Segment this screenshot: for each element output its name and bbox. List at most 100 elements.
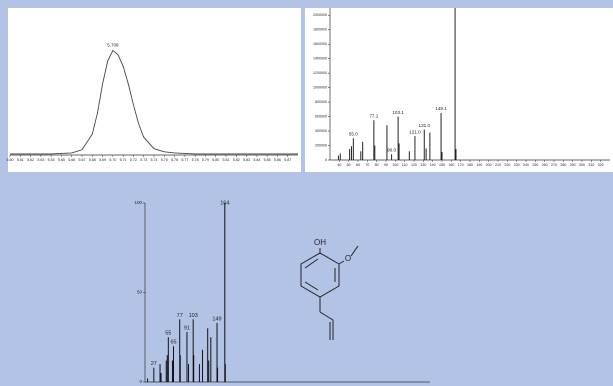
y-tick-label: 800000 <box>315 100 327 104</box>
peak-label: 164 <box>220 200 229 206</box>
peak-label: 91 <box>184 325 190 331</box>
peak-label: 65 <box>170 340 176 346</box>
x-tick-label: 150 <box>439 163 445 167</box>
x-tick-label: 5.62 <box>27 158 34 162</box>
x-tick-label: 230 <box>514 163 520 167</box>
y-tick-label: 1400000 <box>313 57 327 61</box>
peak-label: 77 <box>177 313 183 319</box>
peak-label: 27 <box>151 361 157 367</box>
x-tick-label: 140 <box>430 163 436 167</box>
x-tick-label: 300 <box>579 163 585 167</box>
peak-label: 103.1 <box>392 110 404 115</box>
bond <box>338 260 345 265</box>
peak-label: 149.1 <box>435 106 447 111</box>
x-tick-label: 5.75 <box>161 158 168 162</box>
x-tick-label: 5.84 <box>253 158 260 162</box>
x-tick-label: 5.71 <box>120 158 127 162</box>
x-tick-label: 5.82 <box>233 158 240 162</box>
y-tick-label: 1200000 <box>313 71 327 75</box>
x-tick-label: 5.64 <box>48 158 55 162</box>
x-tick-label: 5.77 <box>181 158 188 162</box>
x-tick-label: 250 <box>532 163 538 167</box>
x-tick-label: 40 <box>337 163 341 167</box>
ring-bond <box>304 281 319 291</box>
x-tick-label: 5.85 <box>264 158 271 162</box>
peak-label: 96.0 <box>387 147 396 152</box>
y-tick-label: 1600000 <box>313 42 327 46</box>
x-tick-label: 5.74 <box>151 158 158 162</box>
y-tick-label: 0 <box>325 158 327 162</box>
x-tick-label: 5.65 <box>58 158 65 162</box>
peak-label: 55 <box>165 331 171 337</box>
x-tick-label: 5.81 <box>223 158 230 162</box>
x-tick-label: 190 <box>476 163 482 167</box>
bond <box>350 245 359 257</box>
y-tick-label: 600000 <box>315 115 327 119</box>
structure <box>300 245 359 340</box>
x-tick-label: 5.68 <box>89 158 96 162</box>
x-tick-label: 160 <box>448 163 454 167</box>
x-tick-label: 210 <box>495 163 501 167</box>
x-tick-label: 5.83 <box>243 158 250 162</box>
peak-label: 77.1 <box>369 113 378 118</box>
x-tick-label: 110 <box>402 163 408 167</box>
x-tick-label: 240 <box>523 163 529 167</box>
hydroxyl-label: OH <box>314 238 326 247</box>
x-tick-label: 5.63 <box>37 158 44 162</box>
y-tick-label: 50 <box>137 290 143 295</box>
x-tick-label: 5.69 <box>99 158 106 162</box>
x-tick-label: 320 <box>598 163 604 167</box>
x-tick-label: 90 <box>384 163 388 167</box>
methoxy-label: O <box>345 254 351 263</box>
x-tick-label: 5.78 <box>192 158 199 162</box>
x-tick-label: 130 <box>420 163 426 167</box>
y-tick-label: 400000 <box>315 129 327 133</box>
x-tick-label: 5.73 <box>140 158 147 162</box>
bond <box>319 311 334 321</box>
x-tick-label: 180 <box>467 163 473 167</box>
x-tick-label: 310 <box>588 163 594 167</box>
x-tick-label: 5.86 <box>274 158 281 162</box>
x-tick-label: 170 <box>458 163 464 167</box>
x-tick-label: 5.61 <box>17 158 24 162</box>
x-tick-label: 80 <box>375 163 379 167</box>
x-tick-label: 5.66 <box>68 158 75 162</box>
spectrum-panel <box>305 8 613 172</box>
peak-label: 121.0 <box>409 129 421 134</box>
x-tick-label: 5.60 <box>7 158 14 162</box>
peak-label: 103 <box>189 313 198 319</box>
y-tick-label: 2000000 <box>313 13 327 17</box>
y-tick-label: 100 <box>134 200 142 205</box>
x-tick-label: 70 <box>365 163 369 167</box>
y-tick-label: 1000000 <box>313 86 327 90</box>
x-tick-label: 100 <box>392 163 398 167</box>
chromatogram-line <box>10 49 298 155</box>
x-tick-label: 5.87 <box>284 158 291 162</box>
x-tick-label: 280 <box>560 163 566 167</box>
ring-bond <box>304 258 319 269</box>
y-tick-label: 1800000 <box>313 28 327 32</box>
x-tick-label: 290 <box>570 163 576 167</box>
x-tick-label: 200 <box>486 163 492 167</box>
x-tick-label: 60 <box>356 163 360 167</box>
peak-label: 5.709 <box>107 43 119 48</box>
x-tick-label: 5.72 <box>130 158 137 162</box>
x-tick-label: 5.79 <box>202 158 209 162</box>
chromatogram-panel <box>8 8 301 172</box>
x-tick-label: 260 <box>542 163 548 167</box>
x-tick-label: 50 <box>347 163 351 167</box>
x-tick-label: 5.67 <box>79 158 86 162</box>
x-tick-label: 5.70 <box>109 158 116 162</box>
y-tick-label: 0 <box>139 379 142 384</box>
x-tick-label: 220 <box>504 163 510 167</box>
y-tick-label: 200000 <box>315 143 327 147</box>
peak-label: 149 <box>212 316 221 322</box>
ring <box>300 252 340 298</box>
peak-label: 131.0 <box>419 123 431 128</box>
x-tick-label: 5.80 <box>212 158 219 162</box>
x-tick-label: 5.76 <box>171 158 178 162</box>
x-tick-label: 120 <box>411 163 417 167</box>
x-tick-label: 270 <box>551 163 557 167</box>
peak-label: 55.0 <box>349 132 358 137</box>
